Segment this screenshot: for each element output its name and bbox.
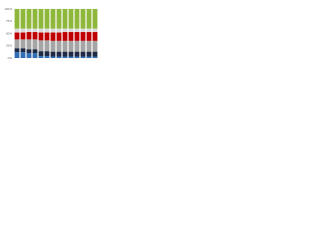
bar-segment <box>86 51 92 57</box>
bar-segment <box>26 39 32 50</box>
bar-segment <box>26 9 32 29</box>
bar-segment <box>92 32 98 41</box>
bar-segment <box>92 51 98 57</box>
bar-segment <box>92 28 98 33</box>
bar-segment <box>26 32 32 40</box>
bar-segment <box>68 9 74 29</box>
bar-segment <box>20 32 26 40</box>
bar-segment <box>56 56 62 58</box>
y-tick-label: 100% <box>4 7 12 11</box>
bar-segment <box>80 32 86 41</box>
bar-segment <box>62 9 68 29</box>
bar-segment <box>14 9 20 29</box>
bar-segment <box>56 51 62 57</box>
bar-segment <box>50 28 56 33</box>
bar-segment <box>74 9 80 29</box>
bar-segment <box>86 9 92 29</box>
bar-segment <box>74 51 80 57</box>
bar-segment <box>68 40 74 52</box>
bar-segment <box>32 9 38 29</box>
bar-segment <box>80 51 86 57</box>
bar-segment <box>20 9 26 29</box>
bar-segment <box>62 56 68 58</box>
bar-segment <box>56 28 62 33</box>
bar-segment <box>62 40 68 52</box>
bar-segment <box>44 56 50 58</box>
bar-segment <box>32 28 38 33</box>
bar-segment <box>20 52 26 58</box>
bar-segment <box>38 28 44 33</box>
bar-segment <box>86 28 92 33</box>
y-tick-label: 0% <box>8 56 13 60</box>
bar-segment <box>14 39 20 49</box>
bar-segment <box>80 28 86 33</box>
bar-segment <box>62 28 68 33</box>
bar-segment <box>74 56 80 58</box>
bar-segment <box>56 9 62 29</box>
bar-segment <box>32 32 38 40</box>
bar-segment <box>26 49 32 54</box>
bar-segment <box>62 32 68 41</box>
bar-segment <box>92 40 98 52</box>
y-tick-label: 25% <box>6 44 12 48</box>
bar-segment <box>68 56 74 58</box>
bar-segment <box>68 28 74 33</box>
bar-segment <box>92 9 98 29</box>
bar-segment <box>14 32 20 40</box>
bar-segment <box>74 32 80 41</box>
bar-segment <box>38 9 44 29</box>
bar-segment <box>44 9 50 29</box>
bar-segment <box>14 48 20 53</box>
bar-segment <box>32 49 38 54</box>
bar-segment <box>50 51 56 57</box>
bar-segment <box>80 40 86 52</box>
bar-segment <box>80 56 86 58</box>
bar-segment <box>92 56 98 58</box>
bar-segment <box>56 40 62 52</box>
bar-segment <box>68 51 74 57</box>
bar-segment <box>50 9 56 29</box>
bar-segment <box>38 56 44 58</box>
chart: 0% 25% 50% 75% 100% <box>4 7 98 60</box>
bar-segment <box>44 40 50 52</box>
bar-segment <box>44 32 50 41</box>
bar-segment <box>50 32 56 41</box>
bar-segment <box>32 53 38 58</box>
bar-segment <box>26 53 32 58</box>
bar-segment <box>20 39 26 49</box>
bar-segment <box>44 51 50 57</box>
bar-segment <box>80 9 86 29</box>
bar-segment <box>32 39 38 50</box>
bar-segment <box>56 32 62 41</box>
y-tick-label: 75% <box>6 19 12 23</box>
bar-segment <box>14 28 20 33</box>
bar-segment <box>20 28 26 33</box>
bar-segment <box>50 56 56 58</box>
bar-segment <box>14 52 20 58</box>
bar-segment <box>38 51 44 57</box>
bar-segment <box>74 28 80 33</box>
bar-segment <box>62 51 68 57</box>
bar-segment <box>44 28 50 33</box>
bar-segment <box>50 40 56 52</box>
bar-segment <box>86 56 92 58</box>
bar-segment <box>26 28 32 33</box>
y-tick-label: 50% <box>6 31 12 35</box>
page: 0%25%50%75%100% (() => { const data = JS… <box>0 0 320 71</box>
bar-segment <box>68 32 74 41</box>
bar-segment <box>86 40 92 52</box>
bar-segment <box>20 48 26 53</box>
bar-segment <box>86 32 92 41</box>
bar-segment <box>38 40 44 52</box>
bar-segment <box>38 32 44 41</box>
bar-segment <box>74 40 80 52</box>
